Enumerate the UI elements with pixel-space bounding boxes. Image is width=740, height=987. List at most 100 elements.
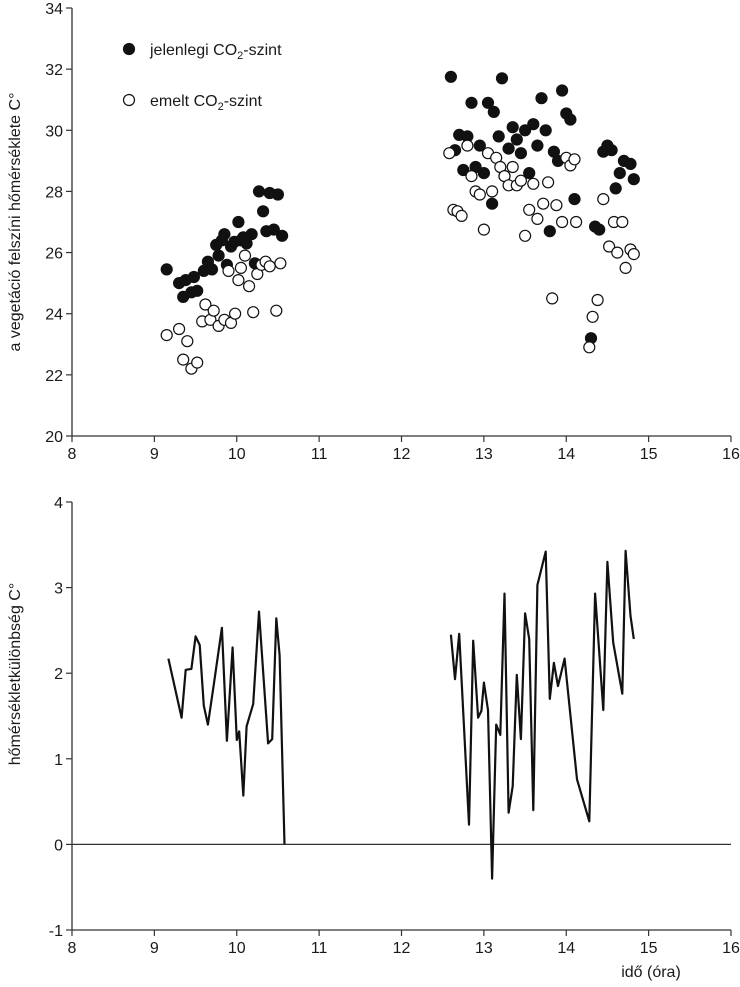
- current-co2-point: [473, 139, 486, 152]
- elevated-co2-point: [173, 322, 186, 336]
- current-co2-point: [492, 130, 505, 143]
- current-co2-point: [539, 124, 552, 137]
- elevated-co2-point: [274, 257, 287, 270]
- current-co2-point: [267, 223, 280, 236]
- elevated-co2-point: [191, 356, 204, 369]
- elevated-co2-point: [602, 240, 616, 253]
- top-y-axis-label: a vegetáció felszíni hőmérséklete C°: [7, 93, 24, 352]
- elevated-co2-point: [270, 304, 283, 317]
- bottom-y-tick-label: 1: [54, 752, 63, 769]
- legend-marker-current: [122, 42, 136, 56]
- current-co2-point: [160, 263, 173, 276]
- top-x-tick-label: 16: [722, 446, 740, 463]
- current-co2-point: [543, 225, 556, 238]
- bottom-x-tick-label: 10: [228, 940, 246, 957]
- bottom-x-tick-label: 13: [475, 940, 493, 957]
- elevated-co2-point: [181, 335, 194, 348]
- bottom-y-axis-label: hőmérsékletkülönbség C°: [7, 583, 24, 766]
- current-co2-point: [205, 263, 219, 276]
- elevated-co2-point: [461, 139, 474, 152]
- elevated-co2-point: [611, 246, 624, 259]
- current-co2-point: [444, 70, 457, 83]
- current-co2-point: [187, 270, 200, 284]
- current-co2-point: [531, 139, 544, 152]
- elevated-co2-point: [597, 193, 610, 206]
- top-x-tick-label: 12: [393, 446, 411, 463]
- top-y-tick-label: 30: [45, 123, 63, 140]
- current-co2-point: [564, 113, 577, 126]
- top-x-tick-label: 11: [311, 446, 328, 463]
- current-co2-point: [477, 167, 490, 180]
- elevated-co2-point: [455, 209, 468, 222]
- bottom-x-tick-label: 9: [150, 940, 159, 957]
- elevated-co2-point: [177, 353, 190, 366]
- legend: jelenlegi CO2-szint emelt CO2-szint: [122, 42, 282, 113]
- scatter-points: [160, 70, 640, 375]
- elevated-co2-point: [207, 304, 220, 317]
- current-co2-point: [555, 84, 569, 97]
- elevated-co2-point: [586, 310, 599, 323]
- current-co2-point: [465, 96, 478, 109]
- current-co2-point: [506, 121, 519, 134]
- current-co2-point: [232, 215, 245, 229]
- elevated-co2-point: [160, 329, 173, 342]
- bottom-x-axis-label: idő (óra): [621, 964, 681, 981]
- bottom-x-tick-label: 15: [640, 940, 658, 957]
- current-co2-point: [514, 147, 528, 160]
- elevated-co2-point: [232, 274, 245, 287]
- bottom-y-tick-label: 0: [54, 837, 63, 854]
- legend-label-elevated: emelt CO2-szint: [150, 93, 262, 113]
- current-co2-point: [510, 133, 523, 146]
- top-x-tick-label: 10: [228, 446, 246, 463]
- elevated-co2-point: [243, 280, 256, 293]
- elevated-co2-point: [546, 292, 559, 305]
- current-co2-point: [605, 144, 618, 157]
- top-x-tick-label: 9: [150, 446, 159, 463]
- top-y-tick-label: 34: [45, 1, 63, 18]
- current-co2-point: [624, 157, 637, 170]
- current-co2-point: [257, 205, 270, 218]
- current-co2-point: [245, 228, 258, 241]
- top-y-tick-label: 28: [45, 184, 63, 201]
- top-y-tick-label: 26: [45, 246, 63, 263]
- elevated-co2-point: [555, 215, 569, 229]
- current-co2-point: [457, 163, 470, 177]
- legend-marker-elevated: [122, 93, 136, 107]
- current-co2-point: [487, 105, 500, 119]
- scatter-chart: 8 9 10 11 12 13 14 15 16 20 22 24 26 28 30 32 34 a veget…: [7, 1, 740, 463]
- elevated-co2-point: [263, 260, 276, 273]
- current-co2-point: [613, 167, 626, 180]
- elevated-co2-point: [234, 261, 247, 274]
- current-co2-point: [191, 284, 204, 297]
- elevated-co2-point: [523, 203, 536, 216]
- elevated-co2-point: [229, 307, 242, 320]
- difference-series: [72, 549, 731, 880]
- elevated-co2-point: [591, 293, 604, 307]
- elevated-co2-point: [486, 185, 499, 198]
- difference-line-segment: [449, 549, 635, 880]
- bottom-y-tick-label: 4: [54, 495, 63, 512]
- current-co2-point: [527, 118, 540, 131]
- current-co2-point: [481, 96, 495, 109]
- bottom-x-tick-label: 11: [311, 940, 328, 957]
- top-x-tick-label: 8: [68, 446, 77, 463]
- current-co2-point: [523, 167, 536, 180]
- bottom-y-tick-label: 3: [54, 581, 63, 598]
- current-co2-point: [271, 188, 284, 201]
- difference-line-segment: [167, 610, 286, 845]
- elevated-co2-point: [627, 248, 640, 261]
- top-y-tick-label: 22: [45, 368, 63, 385]
- bottom-x-tick-label: 12: [393, 940, 411, 957]
- bottom-y-tick-label: -1: [49, 923, 63, 940]
- top-x-tick-label: 13: [475, 446, 493, 463]
- elevated-co2-point: [506, 160, 519, 174]
- top-y-tick-label: 20: [45, 429, 63, 446]
- current-co2-point: [502, 142, 515, 155]
- elevated-co2-point: [527, 177, 540, 190]
- current-co2-point: [495, 72, 509, 85]
- bottom-x-tick-label: 8: [68, 940, 77, 957]
- elevated-co2-point: [619, 261, 632, 274]
